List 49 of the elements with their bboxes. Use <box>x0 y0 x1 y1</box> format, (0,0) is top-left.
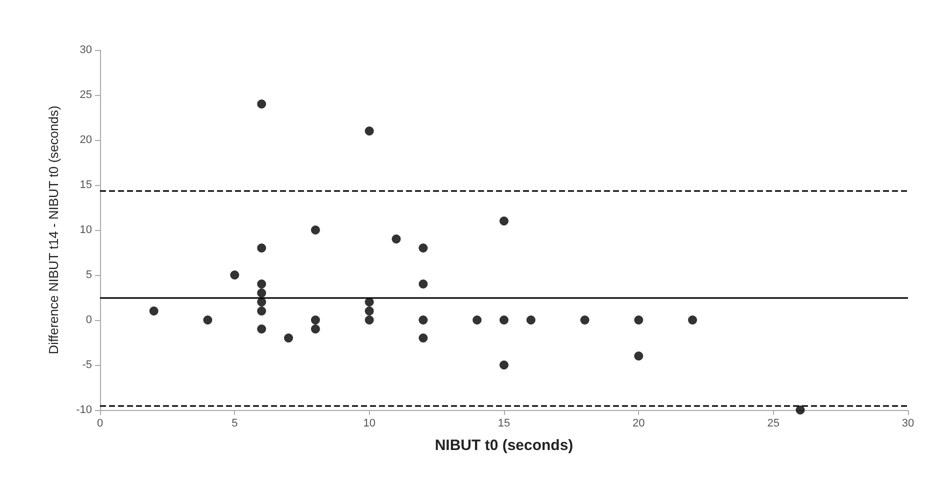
y-tick-label: -5 <box>82 359 92 371</box>
y-tick-label: 5 <box>86 269 92 281</box>
x-tick-label: 20 <box>632 418 645 430</box>
point <box>418 334 428 342</box>
x-tick-label: 5 <box>232 418 238 430</box>
point <box>472 316 482 324</box>
y-tick-label: -10 <box>76 404 92 416</box>
x-tick-label: 30 <box>902 418 914 430</box>
point <box>580 316 590 324</box>
point <box>500 360 508 370</box>
point <box>364 316 374 324</box>
point <box>257 306 266 316</box>
point <box>310 316 320 324</box>
point <box>634 316 644 324</box>
point <box>284 334 294 342</box>
point <box>230 270 240 280</box>
x-tick-label: 15 <box>498 418 510 430</box>
point <box>257 244 266 252</box>
point <box>310 226 320 234</box>
y-axis-title: Difference NIBUT t14 - NIBUT t0 (seconds) <box>46 106 61 354</box>
point <box>257 288 266 298</box>
x-tick-label: 25 <box>767 418 780 430</box>
point <box>500 316 508 324</box>
point <box>310 324 320 334</box>
y-tick-label: 10 <box>80 224 92 236</box>
point <box>634 352 644 360</box>
y-tick-label: 15 <box>80 179 92 191</box>
x-axis-title: NIBUT t0 (seconds) <box>434 437 574 454</box>
point <box>257 100 266 108</box>
point <box>257 280 266 288</box>
point <box>526 316 536 324</box>
x-tick-label: 10 <box>363 418 376 430</box>
point <box>257 324 266 334</box>
y-tick-label: 25 <box>80 89 92 101</box>
point <box>418 280 428 288</box>
point <box>203 316 212 324</box>
point <box>364 126 374 136</box>
point <box>500 216 508 226</box>
point <box>688 316 698 324</box>
y-tick-label: 30 <box>80 44 92 56</box>
y-tick-label: 0 <box>86 314 92 326</box>
point <box>364 306 374 316</box>
point <box>418 244 428 252</box>
point <box>149 306 158 316</box>
point <box>796 406 805 414</box>
point <box>418 316 428 324</box>
point <box>392 234 401 244</box>
y-tick-label: 20 <box>80 134 92 146</box>
x-tick-label: 0 <box>96 418 104 430</box>
